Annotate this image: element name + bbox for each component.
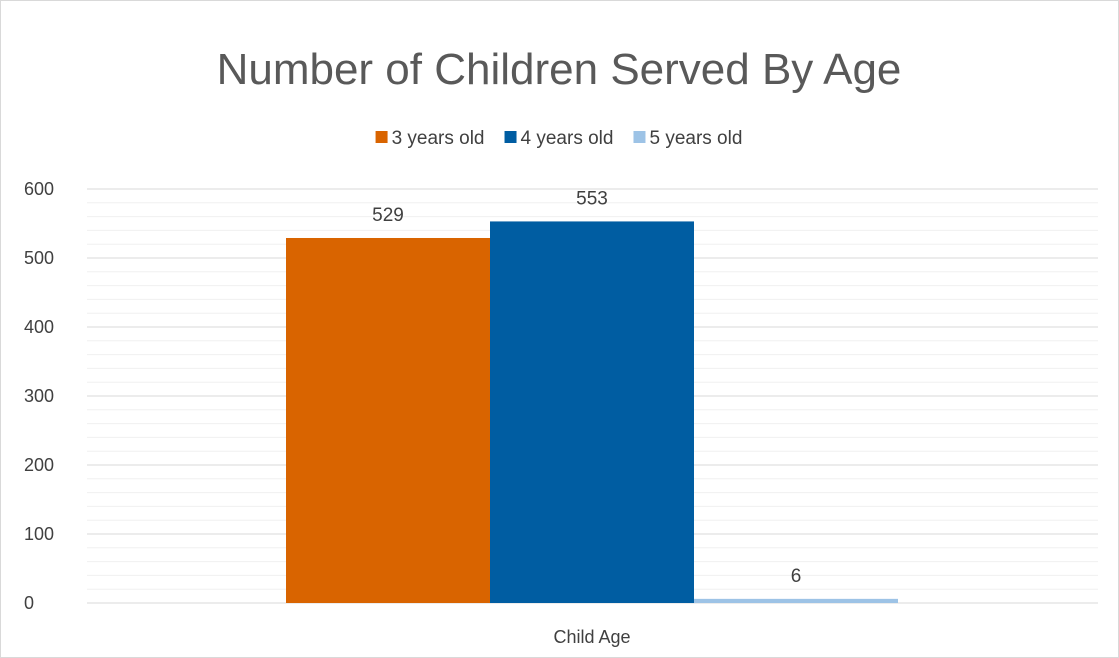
legend-label: 3 years old — [392, 128, 485, 149]
bars — [286, 221, 898, 604]
legend-label: 4 years old — [521, 128, 614, 149]
y-tick-label: 100 — [24, 524, 54, 544]
legend-swatch — [504, 131, 517, 143]
legend-swatch — [633, 131, 646, 143]
legend: 3 years old 4 years old 5 years old — [375, 128, 742, 149]
y-tick-label: 200 — [24, 455, 54, 475]
bar-5-years-old — [694, 598, 898, 603]
y-tick-label: 600 — [24, 179, 54, 199]
y-tick-label: 0 — [24, 593, 34, 613]
legend-swatch — [375, 131, 388, 143]
y-axis-ticks: 0 100 200 300 400 500 600 — [24, 179, 54, 613]
data-label: 553 — [576, 188, 608, 209]
bar-3-years-old — [286, 237, 490, 604]
y-tick-label: 400 — [24, 317, 54, 337]
data-labels: 529 553 6 — [372, 188, 801, 586]
legend-item: 3 years old — [375, 128, 485, 149]
chart-title: Number of Children Served By Age — [217, 45, 902, 94]
x-axis-label: Child Age — [553, 627, 630, 647]
y-tick-label: 300 — [24, 386, 54, 406]
bar-4-years-old — [490, 221, 694, 603]
legend-item: 4 years old — [504, 128, 614, 149]
data-label: 6 — [791, 566, 802, 587]
y-tick-label: 500 — [24, 248, 54, 268]
legend-item: 5 years old — [633, 128, 742, 149]
data-label: 529 — [372, 205, 404, 226]
legend-label: 5 years old — [649, 128, 742, 149]
